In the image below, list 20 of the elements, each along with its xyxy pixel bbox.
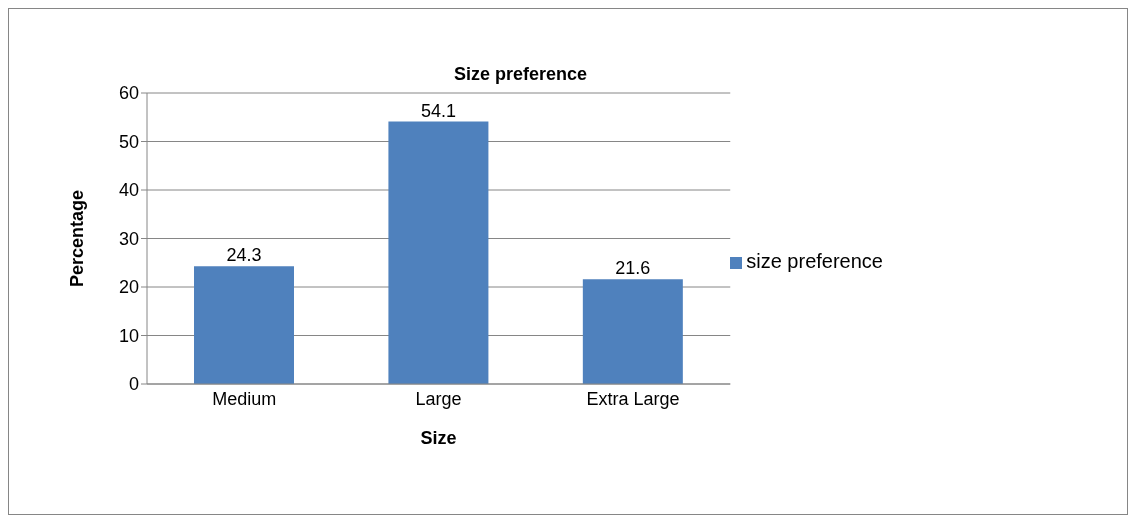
y-tick-label: 40: [118, 180, 139, 201]
bar: [582, 279, 683, 384]
y-tick-label: 0: [128, 374, 139, 395]
bar: [388, 121, 489, 384]
chart-title: Size preference: [452, 64, 589, 85]
data-label: 24.3: [226, 245, 262, 266]
data-label: 54.1: [420, 100, 456, 121]
x-tick-label: Medium: [212, 388, 277, 409]
data-label: 21.6: [615, 258, 651, 279]
y-axis-title: Percentage: [67, 189, 88, 288]
x-tick-label: Extra Large: [586, 388, 680, 409]
y-tick-label: 20: [118, 277, 139, 298]
x-tick-label: Large: [415, 388, 462, 409]
x-axis-title: Size: [420, 428, 457, 448]
bar: [194, 266, 294, 384]
y-tick-label: 10: [118, 325, 139, 346]
y-tick-label: 60: [118, 83, 139, 104]
legend-label: size preference: [746, 250, 883, 272]
y-tick-label: 50: [118, 131, 139, 152]
y-tick-label: 30: [118, 228, 139, 249]
